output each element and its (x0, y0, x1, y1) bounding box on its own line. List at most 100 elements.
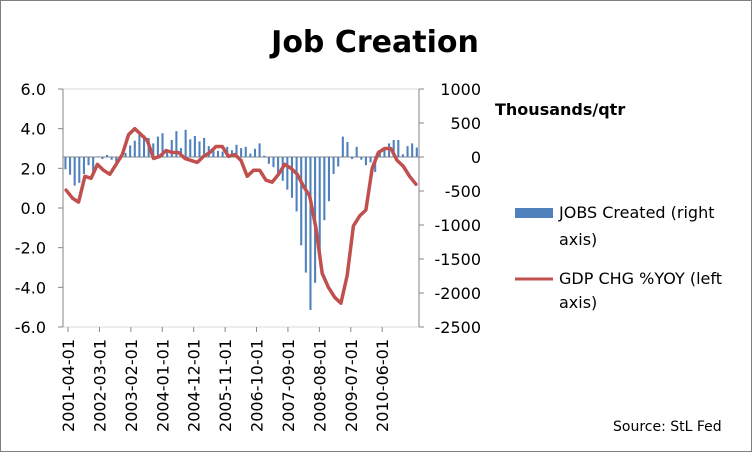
x-tick-label: 2003-02-01 (122, 339, 141, 432)
jobs-bar (115, 157, 118, 163)
jobs-bar (337, 157, 340, 167)
left-tick-label: -2.0 (15, 239, 46, 258)
legend: JOBS Created (right axis) GDP CHG %YOY (… (515, 203, 722, 312)
jobs-bar (101, 157, 104, 160)
jobs-bar (346, 142, 349, 157)
jobs-bar (129, 145, 132, 157)
left-tick-label: 2.0 (21, 159, 46, 178)
jobs-bar (82, 157, 85, 174)
gdp-line (64, 126, 418, 305)
x-tick-label: 2007-09-01 (279, 339, 298, 432)
jobs-bar (142, 135, 146, 157)
jobs-bar (286, 157, 289, 190)
jobs-bar (383, 148, 386, 157)
x-tick-label: 2004-01-01 (153, 339, 172, 432)
left-tick-label: -6.0 (15, 318, 46, 337)
jobs-bar (189, 139, 192, 157)
x-tick-label: 2001-04-01 (59, 339, 78, 432)
jobs-bar (69, 157, 72, 175)
jobs-bar (263, 155, 266, 157)
legend-gdp-label-2: axis) (559, 293, 597, 312)
right-tick-label: -2500 (435, 318, 482, 337)
jobs-bar (355, 146, 358, 157)
left-tick-label: 4.0 (21, 120, 46, 139)
jobs-bar (304, 157, 307, 273)
jobs-bar (92, 157, 95, 172)
jobs-bar (203, 137, 206, 157)
jobs-bar (184, 129, 187, 157)
jobs-bar (78, 157, 81, 183)
jobs-bar (124, 152, 127, 157)
source-note: Source: StL Fed (613, 419, 722, 435)
legend-gdp-label-1: GDP CHG %YOY (left (559, 269, 722, 288)
jobs-bar (401, 154, 404, 157)
right-tick-label: 1000 (440, 80, 481, 99)
jobs-bar (323, 157, 326, 221)
x-tick-label: 2004-12-01 (185, 339, 204, 432)
jobs-bar (295, 157, 298, 212)
right-tick-label: -500 (445, 182, 481, 201)
jobs-bar (216, 150, 220, 157)
jobs-bar (253, 148, 257, 157)
right-tick-label: -1000 (435, 216, 482, 235)
jobs-bar (332, 157, 335, 174)
right-tick-label: 0 (471, 148, 481, 167)
jobs-bar (96, 156, 99, 157)
jobs-bar (193, 135, 196, 157)
jobs-bar (249, 153, 252, 157)
x-tick-label: 2009-07-01 (342, 339, 361, 432)
right-tick-label: -1500 (435, 250, 482, 269)
jobs-bar (415, 147, 418, 157)
x-tick-label: 2002-03-01 (90, 339, 109, 432)
jobs-bar (300, 157, 303, 246)
jobs-bar (364, 157, 367, 166)
x-tick-label: 2008-08-01 (310, 339, 329, 432)
jobs-bar (309, 157, 312, 310)
x-axis: 2001-04-01 2002-03-01 2003-02-01 2004-01-01… (59, 327, 392, 432)
left-tick-label: -4.0 (15, 278, 46, 297)
left-tick-label: 0.0 (21, 199, 46, 218)
jobs-bar (64, 157, 67, 170)
jobs-bar (175, 131, 178, 157)
jobs-bar (152, 143, 155, 157)
jobs-bar (156, 136, 159, 157)
left-tick-label: 6.0 (21, 80, 46, 99)
legend-jobs-label-2: axis) (559, 230, 597, 249)
jobs-bar (138, 131, 141, 157)
jobs-bar (166, 150, 169, 157)
right-axis: 1000 500 0 -500 -1000 -1500 -2000 -2500 (63, 80, 481, 337)
jobs-bar (406, 146, 409, 157)
x-tick-label: 2006-10-01 (248, 339, 267, 432)
jobs-bar (392, 140, 395, 157)
jobs-bar (272, 157, 275, 168)
jobs-bar (360, 157, 363, 160)
jobs-bar (106, 154, 109, 157)
x-tick-label: 2005-11-01 (216, 339, 235, 432)
jobs-bar (133, 140, 136, 157)
jobs-bar (369, 157, 372, 163)
jobs-bar (212, 150, 215, 157)
right-tick-label: -2000 (435, 284, 482, 303)
jobs-bar (73, 157, 76, 186)
jobs-bar (170, 140, 173, 157)
chart-title: Job Creation (269, 25, 479, 60)
x-tick-label: 2010-06-01 (373, 339, 392, 432)
left-axis: 6.0 4.0 2.0 0.0 -2.0 -4.0 -6.0 (15, 80, 64, 337)
jobs-bar (235, 144, 238, 157)
jobs-bar (267, 157, 270, 164)
jobs-bar (327, 157, 330, 202)
jobs-bar (318, 157, 321, 253)
jobs-bar (341, 136, 344, 157)
jobs-bar (240, 148, 243, 157)
jobs-bar (397, 140, 400, 157)
jobs-bar (411, 143, 414, 157)
jobs-bar (198, 141, 201, 157)
jobs-bar (290, 157, 294, 198)
right-tick-label: 500 (450, 114, 481, 133)
jobs-bar (244, 146, 247, 157)
gdp-line-path (64, 126, 418, 305)
jobs-bar (221, 151, 224, 157)
jobs-bar (87, 157, 90, 166)
